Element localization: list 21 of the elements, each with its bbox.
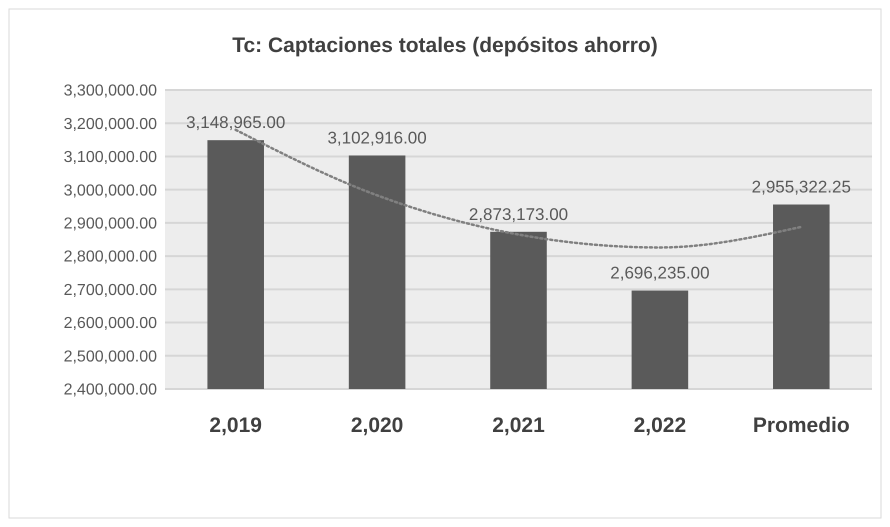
- y-tick-label: 2,700,000.00: [64, 282, 158, 299]
- y-tick-label: 3,100,000.00: [64, 149, 158, 166]
- data-label: 2,955,322.25: [752, 178, 851, 197]
- x-tick-label: Promedio: [752, 414, 850, 437]
- y-tick-label: 2,400,000.00: [64, 382, 158, 399]
- data-label: 2,873,173.00: [468, 204, 568, 224]
- x-tick-label: 2,019: [209, 414, 262, 437]
- y-tick-label: 2,900,000.00: [64, 215, 158, 232]
- data-label: 3,102,916.00: [327, 128, 427, 148]
- y-tick-label: 2,800,000.00: [64, 248, 158, 266]
- y-tick-label: 3,000,000.00: [64, 182, 158, 200]
- x-tick-label: 2,020: [350, 414, 404, 437]
- y-tick-label: 2,600,000.00: [64, 315, 158, 332]
- y-tick-label: 3,200,000.00: [64, 116, 158, 133]
- data-label: 3,148,965.00: [186, 113, 286, 132]
- y-tick-label: 2,500,000.00: [64, 348, 158, 366]
- x-tick-label: 2,022: [634, 414, 686, 437]
- chart-title: Tc: Captaciones totales (depósitos ahorro): [232, 34, 658, 57]
- x-tick-label: 2,021: [492, 414, 546, 437]
- y-tick-label: 3,300,000.00: [64, 82, 158, 100]
- data-label: 2,696,235.00: [610, 264, 710, 283]
